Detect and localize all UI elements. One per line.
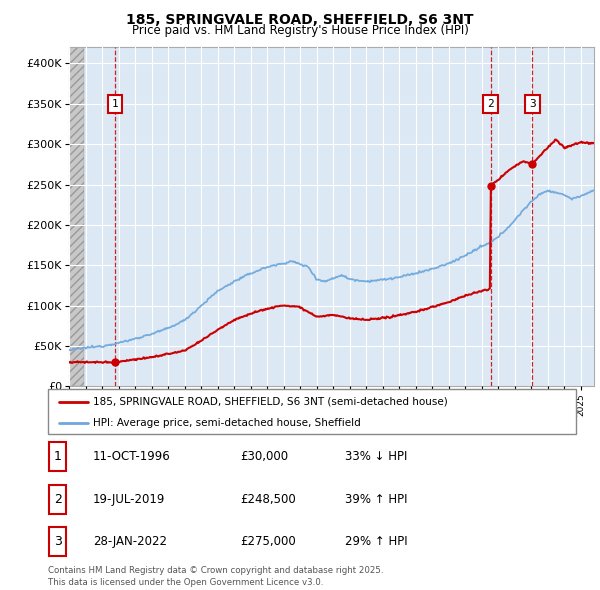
Text: 185, SPRINGVALE ROAD, SHEFFIELD, S6 3NT: 185, SPRINGVALE ROAD, SHEFFIELD, S6 3NT <box>126 13 474 27</box>
Text: 3: 3 <box>529 99 536 109</box>
FancyBboxPatch shape <box>49 485 66 513</box>
Text: 11-OCT-1996: 11-OCT-1996 <box>93 450 171 463</box>
Text: 19-JUL-2019: 19-JUL-2019 <box>93 493 166 506</box>
Text: £30,000: £30,000 <box>240 450 288 463</box>
Text: Contains HM Land Registry data © Crown copyright and database right 2025.
This d: Contains HM Land Registry data © Crown c… <box>48 566 383 587</box>
Text: 2: 2 <box>53 493 62 506</box>
Text: £275,000: £275,000 <box>240 535 296 548</box>
Text: 3: 3 <box>53 535 62 548</box>
Text: 1: 1 <box>112 99 118 109</box>
FancyBboxPatch shape <box>49 442 66 471</box>
Text: 39% ↑ HPI: 39% ↑ HPI <box>345 493 407 506</box>
FancyBboxPatch shape <box>48 389 576 434</box>
FancyBboxPatch shape <box>49 527 66 556</box>
Bar <box>69 47 84 386</box>
Text: 1: 1 <box>53 450 62 463</box>
Text: 29% ↑ HPI: 29% ↑ HPI <box>345 535 407 548</box>
Text: 28-JAN-2022: 28-JAN-2022 <box>93 535 167 548</box>
Text: 33% ↓ HPI: 33% ↓ HPI <box>345 450 407 463</box>
Text: 185, SPRINGVALE ROAD, SHEFFIELD, S6 3NT (semi-detached house): 185, SPRINGVALE ROAD, SHEFFIELD, S6 3NT … <box>93 397 448 407</box>
Text: £248,500: £248,500 <box>240 493 296 506</box>
Text: HPI: Average price, semi-detached house, Sheffield: HPI: Average price, semi-detached house,… <box>93 418 361 428</box>
Text: 2: 2 <box>487 99 494 109</box>
Text: Price paid vs. HM Land Registry's House Price Index (HPI): Price paid vs. HM Land Registry's House … <box>131 24 469 37</box>
